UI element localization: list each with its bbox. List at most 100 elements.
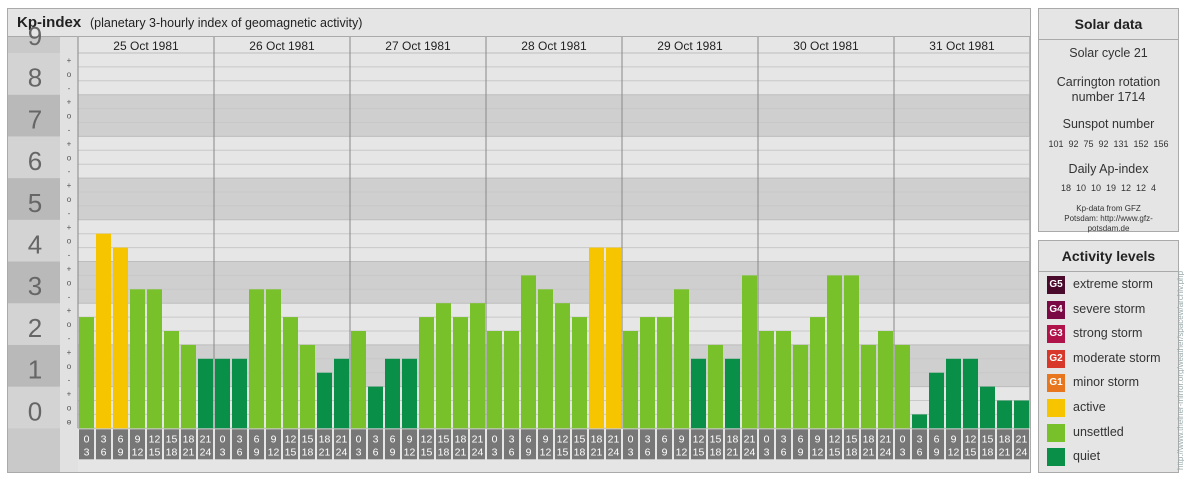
x-interval-cell [929, 429, 944, 460]
x-interval-cell [589, 429, 604, 460]
legend-swatch: G2 [1047, 349, 1065, 368]
x-interval-end: 6 [645, 446, 651, 458]
date-label: 31 Oct 1981 [929, 39, 995, 53]
kp-bar [793, 344, 808, 429]
x-interval-cell [385, 429, 400, 460]
x-interval-start: 0 [628, 433, 634, 445]
kp-bar [946, 358, 961, 429]
x-interval-start: 9 [679, 433, 685, 445]
x-interval-end: 21 [727, 446, 739, 458]
chart-title: Kp-index [17, 14, 82, 31]
x-interval-end: 21 [863, 446, 875, 458]
x-interval-start: 9 [951, 433, 957, 445]
legend-swatch: G5 [1047, 276, 1065, 294]
x-interval-end: 18 [846, 446, 858, 458]
date-strip [78, 37, 1030, 53]
x-interval-cell [946, 429, 961, 460]
x-interval-end: 15 [965, 446, 977, 458]
x-interval-cell [572, 429, 587, 460]
y-subtick-label: - [68, 376, 71, 385]
x-interval-end: 3 [628, 446, 634, 458]
y-tick-label: 5 [28, 188, 42, 218]
activity-levels-heading: Activity levels [1039, 241, 1178, 272]
x-interval-end: 15 [285, 446, 297, 458]
date-labels: 25 Oct 1981 26 Oct 1981 27 Oct 1981 28 Oct … [113, 39, 995, 53]
date-label: 30 Oct 1981 [793, 39, 859, 53]
x-interval-end: 24 [200, 446, 212, 458]
x-interval-cell [198, 429, 213, 460]
kp-bar [266, 289, 281, 429]
x-interval-end: 12 [948, 446, 960, 458]
x-interval-cell [623, 429, 638, 460]
legend-label: active [1073, 400, 1106, 414]
x-interval-cell [555, 429, 570, 460]
x-interval-start: 12 [557, 433, 569, 445]
solar-data-panel: Solar data Solar cycle 21 Carrington rot… [1038, 8, 1179, 233]
kp-bar [589, 247, 604, 429]
x-interval-end: 9 [254, 446, 260, 458]
x-interval-cell [725, 429, 740, 460]
x-interval-cell [487, 429, 502, 460]
x-interval-end: 21 [591, 446, 603, 458]
y-subtick-label: - [68, 417, 71, 426]
y-subtick-label: o [67, 403, 72, 412]
legend-label: unsettled [1073, 424, 1124, 439]
x-interval-start: 3 [917, 433, 923, 445]
x-interval-start: 18 [183, 433, 195, 445]
x-interval-start: 15 [302, 433, 314, 445]
x-interval-start: 9 [135, 433, 141, 445]
kp-bar [164, 331, 179, 429]
x-interval-end: 6 [917, 446, 923, 458]
x-interval-start: 12 [149, 433, 161, 445]
x-interval-cell [776, 429, 791, 460]
kp-bar [657, 317, 672, 429]
kp-bar [640, 317, 655, 429]
y-label-band [8, 94, 60, 137]
x-interval-cell [1014, 429, 1029, 460]
x-interval-start: 15 [574, 433, 586, 445]
x-interval-start: 15 [982, 433, 994, 445]
x-interval-cell [521, 429, 536, 460]
kp-bar [895, 344, 910, 429]
x-interval-start: 6 [526, 433, 532, 445]
kp-bar [538, 289, 553, 429]
x-interval-start: 21 [336, 433, 348, 445]
date-label: 26 Oct 1981 [249, 39, 315, 53]
x-interval-end: 18 [574, 446, 586, 458]
kp-bar [96, 233, 111, 429]
x-interval-end: 12 [676, 446, 688, 458]
y-subtick-label: + [67, 306, 72, 315]
x-interval-end: 15 [149, 446, 161, 458]
x-interval-cell [147, 429, 162, 460]
kp-bar [929, 372, 944, 429]
x-interval-cell [827, 429, 842, 460]
kp-bar [572, 317, 587, 429]
activity-levels-panel: Activity levels G5 extreme storm G4 severe … [1038, 240, 1179, 473]
y-tick-label: 2 [28, 313, 42, 343]
x-interval-end: 12 [812, 446, 824, 458]
x-interval-start: 12 [829, 433, 841, 445]
x-interval-end: 15 [693, 446, 705, 458]
x-interval-start: 18 [863, 433, 875, 445]
y-tick-label: 0 [28, 396, 42, 426]
x-interval-start: 0 [356, 433, 362, 445]
kp-bar [249, 289, 264, 429]
kp-bar [453, 317, 468, 429]
x-interval-cell [810, 429, 825, 460]
y-label-band [8, 344, 60, 387]
x-interval-start: 21 [1016, 433, 1028, 445]
y-subtick-label: o [67, 153, 72, 162]
y-subtick-label: - [68, 209, 71, 218]
x-interval-cell [368, 429, 383, 460]
y-subtick-label: - [68, 292, 71, 301]
x-interval-start: 15 [710, 433, 722, 445]
y-label-band [8, 219, 60, 262]
x-interval-end: 15 [421, 446, 433, 458]
x-interval-start: 9 [407, 433, 413, 445]
kp-bar [317, 372, 332, 429]
kp-bar [912, 414, 927, 429]
x-interval-cell [266, 429, 281, 460]
x-interval-end: 24 [1016, 446, 1028, 458]
legend-swatch: G1 [1047, 374, 1065, 393]
